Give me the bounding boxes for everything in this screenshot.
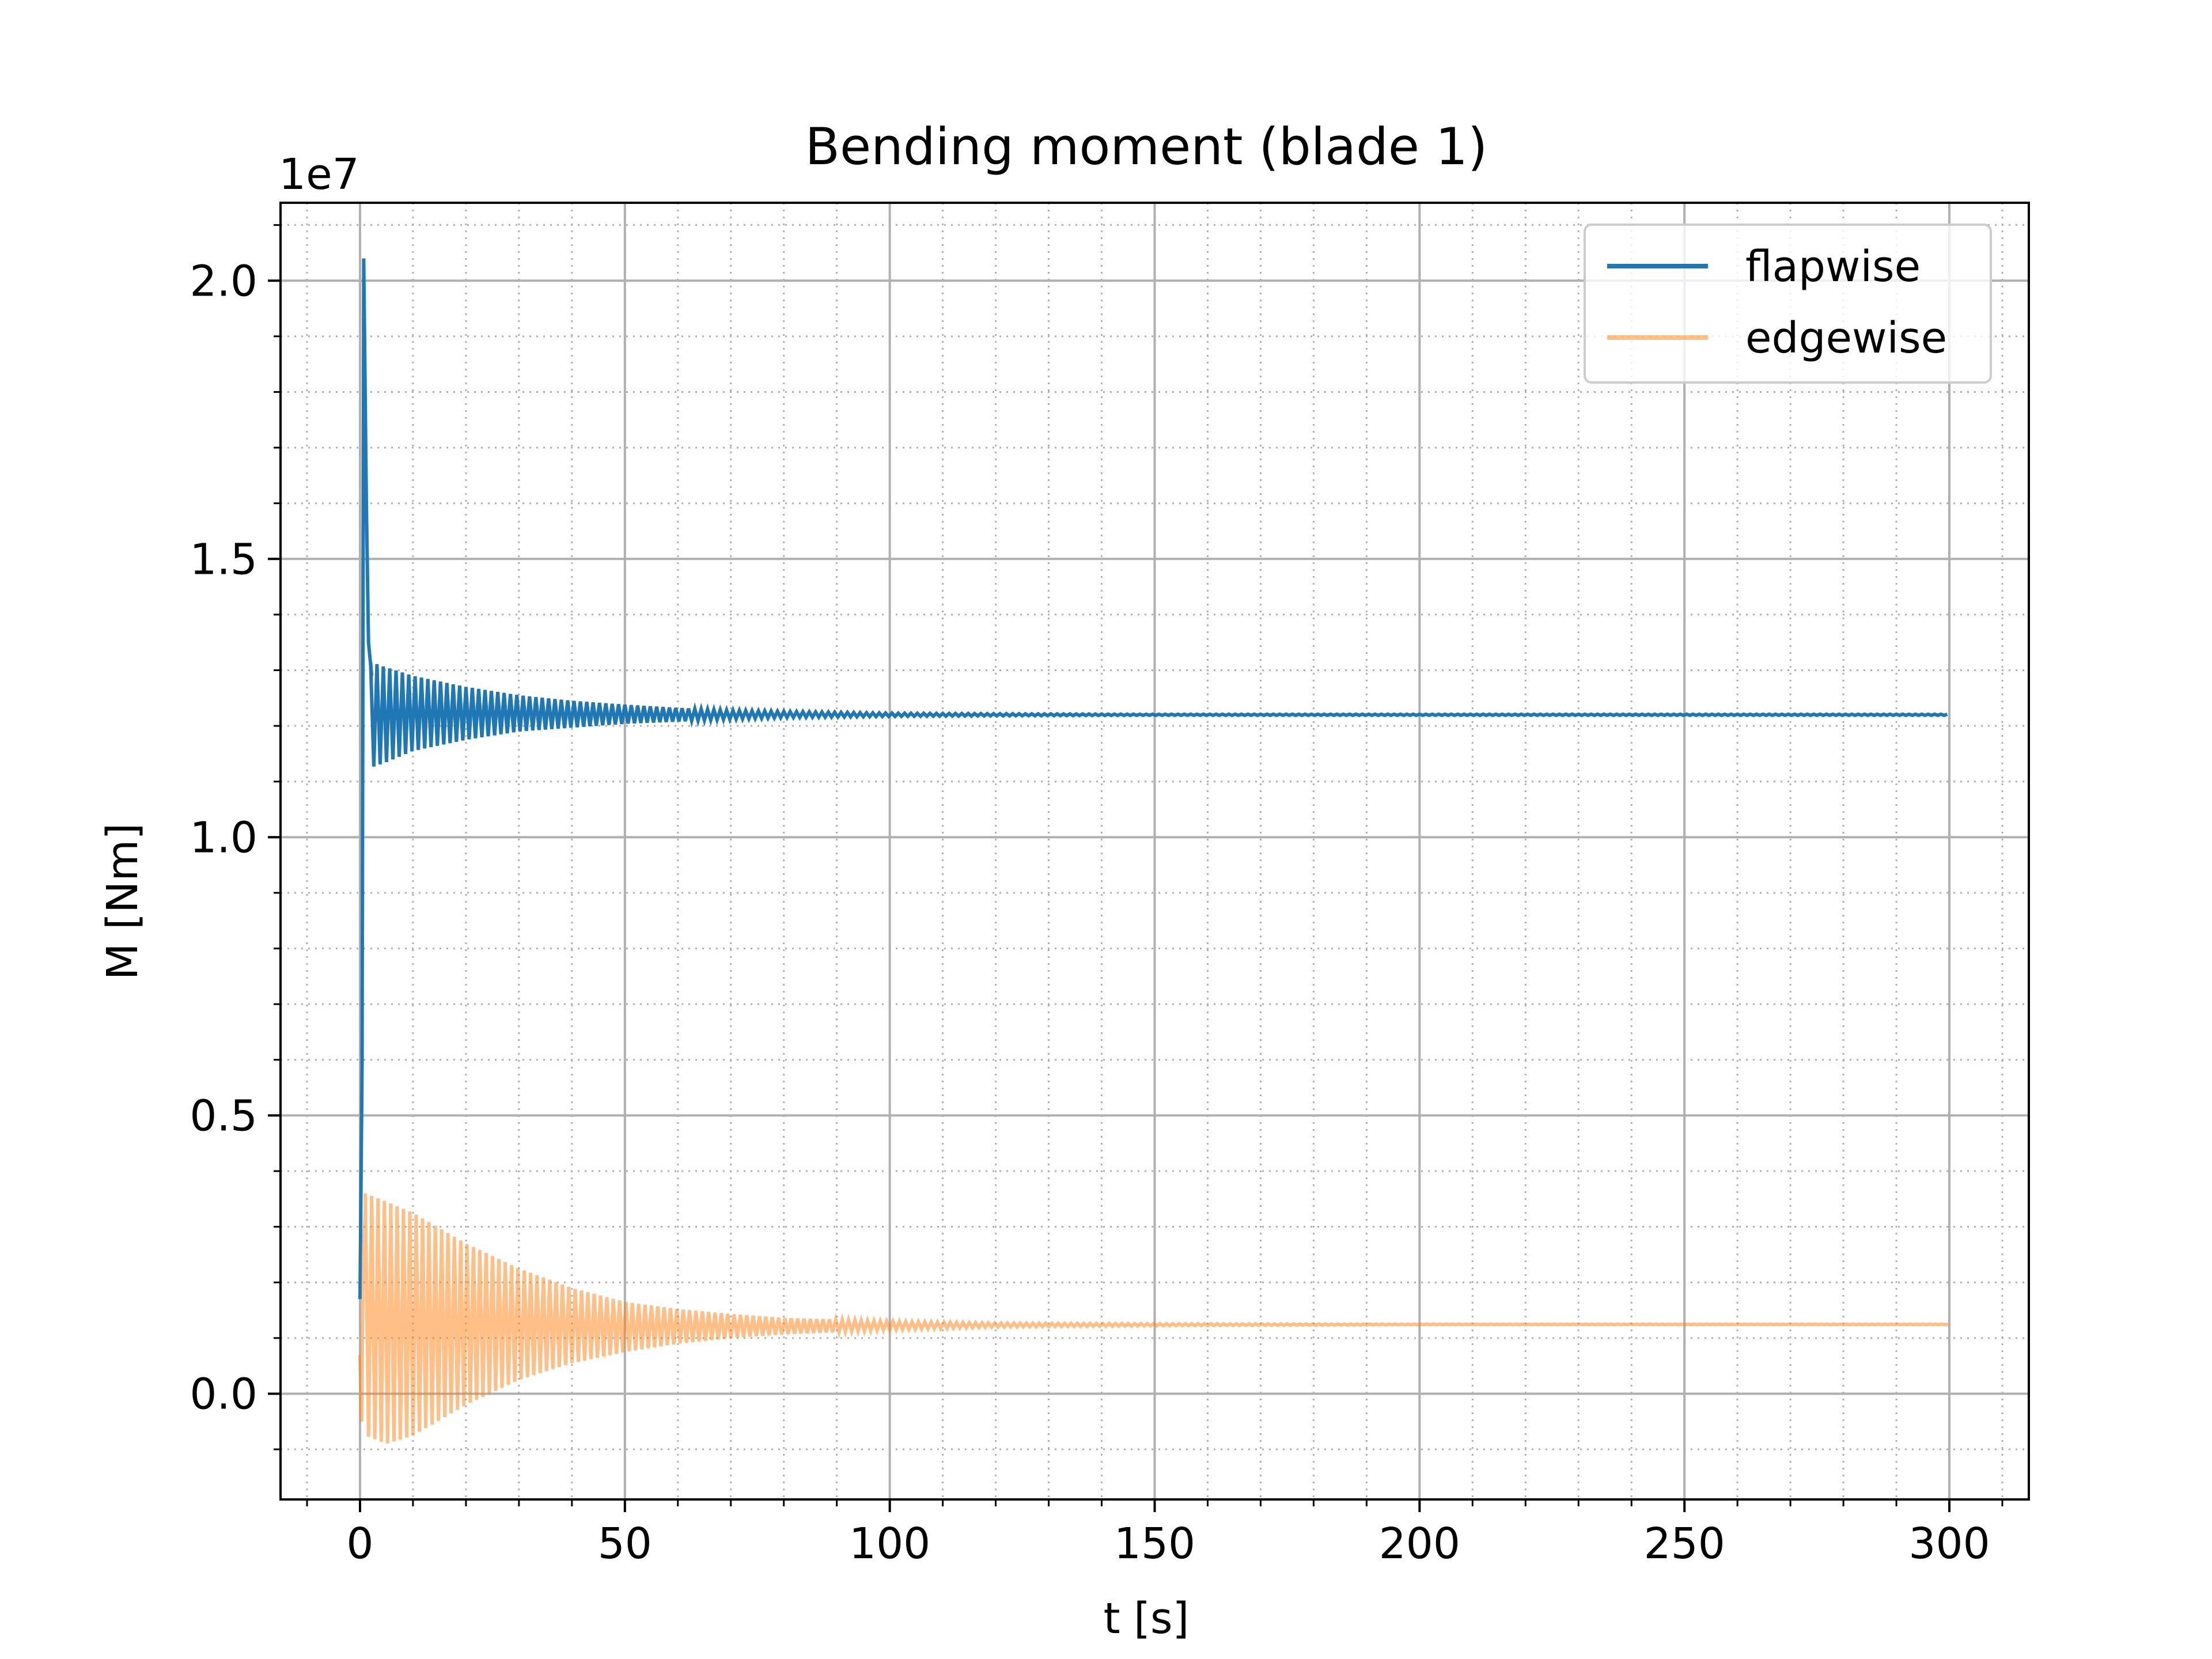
chart-title: Bending moment (blade 1) bbox=[805, 117, 1488, 176]
series-line-edgewise bbox=[358, 1193, 1949, 1444]
minor-grid bbox=[281, 203, 2029, 1499]
series-layer bbox=[358, 258, 1949, 1444]
y-tick-label: 0.0 bbox=[190, 1369, 257, 1419]
x-tick-label: 300 bbox=[1908, 1519, 1990, 1569]
series-line-flapwise bbox=[358, 258, 1948, 1300]
x-tick-label: 0 bbox=[346, 1519, 373, 1569]
y-tick-label: 1.5 bbox=[190, 535, 257, 584]
y-tick-label: 0.5 bbox=[190, 1091, 257, 1141]
legend-label-edgewise: edgewise bbox=[1745, 313, 1947, 363]
x-axis-label: t [s] bbox=[1104, 1594, 1190, 1643]
y-tick-label: 2.0 bbox=[190, 256, 257, 306]
major-grid bbox=[281, 203, 2029, 1499]
y-tick-label: 1.0 bbox=[190, 813, 257, 862]
series-edgewise bbox=[358, 1193, 1949, 1444]
x-tick-label: 50 bbox=[598, 1519, 652, 1569]
x-tick-label: 200 bbox=[1379, 1519, 1460, 1569]
y-axis-offset-label: 1e7 bbox=[279, 150, 359, 199]
tick-marks bbox=[268, 224, 2003, 1512]
x-tick-label: 150 bbox=[1114, 1519, 1195, 1569]
legend: flapwise edgewise bbox=[1584, 224, 1992, 384]
x-tick-label: 100 bbox=[849, 1519, 930, 1569]
tick-labels: 0 50 100 150 200 250 300 0.0 0.5 1.0 1.5 2.0 bbox=[190, 256, 1990, 1569]
y-axis-label: M [Nm] bbox=[98, 823, 147, 980]
series-flapwise bbox=[358, 258, 1948, 1300]
legend-label-flapwise: flapwise bbox=[1745, 242, 1921, 291]
x-tick-label: 250 bbox=[1644, 1519, 1725, 1569]
